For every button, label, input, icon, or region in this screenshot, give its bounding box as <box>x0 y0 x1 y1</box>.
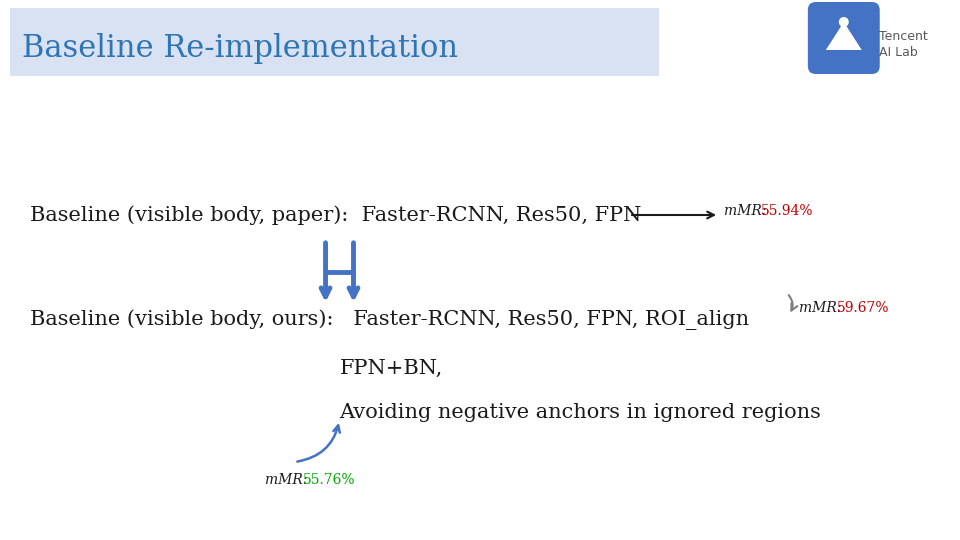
Text: mMR:: mMR: <box>265 473 311 487</box>
Text: 55.94%: 55.94% <box>761 204 813 218</box>
Text: Avoiding negative anchors in ignored regions: Avoiding negative anchors in ignored reg… <box>340 402 822 422</box>
Text: 59.67%: 59.67% <box>837 301 889 315</box>
Circle shape <box>839 17 849 27</box>
Text: AI Lab: AI Lab <box>878 46 918 59</box>
FancyBboxPatch shape <box>10 8 660 76</box>
Text: FPN+BN,: FPN+BN, <box>340 359 443 377</box>
Polygon shape <box>826 22 862 50</box>
Text: mMR:: mMR: <box>799 301 846 315</box>
Text: 55.76%: 55.76% <box>302 473 355 487</box>
Text: Baseline (visible body, ours):   Faster-RCNN, Res50, FPN, ROI_align: Baseline (visible body, ours): Faster-RC… <box>30 309 749 330</box>
Text: Baseline (visible body, paper):  Faster-RCNN, Res50, FPN: Baseline (visible body, paper): Faster-R… <box>30 205 641 225</box>
Text: mMR:: mMR: <box>724 204 771 218</box>
Text: Tencent: Tencent <box>878 30 927 43</box>
Text: Baseline Re-implementation: Baseline Re-implementation <box>22 32 458 64</box>
FancyBboxPatch shape <box>808 2 879 74</box>
